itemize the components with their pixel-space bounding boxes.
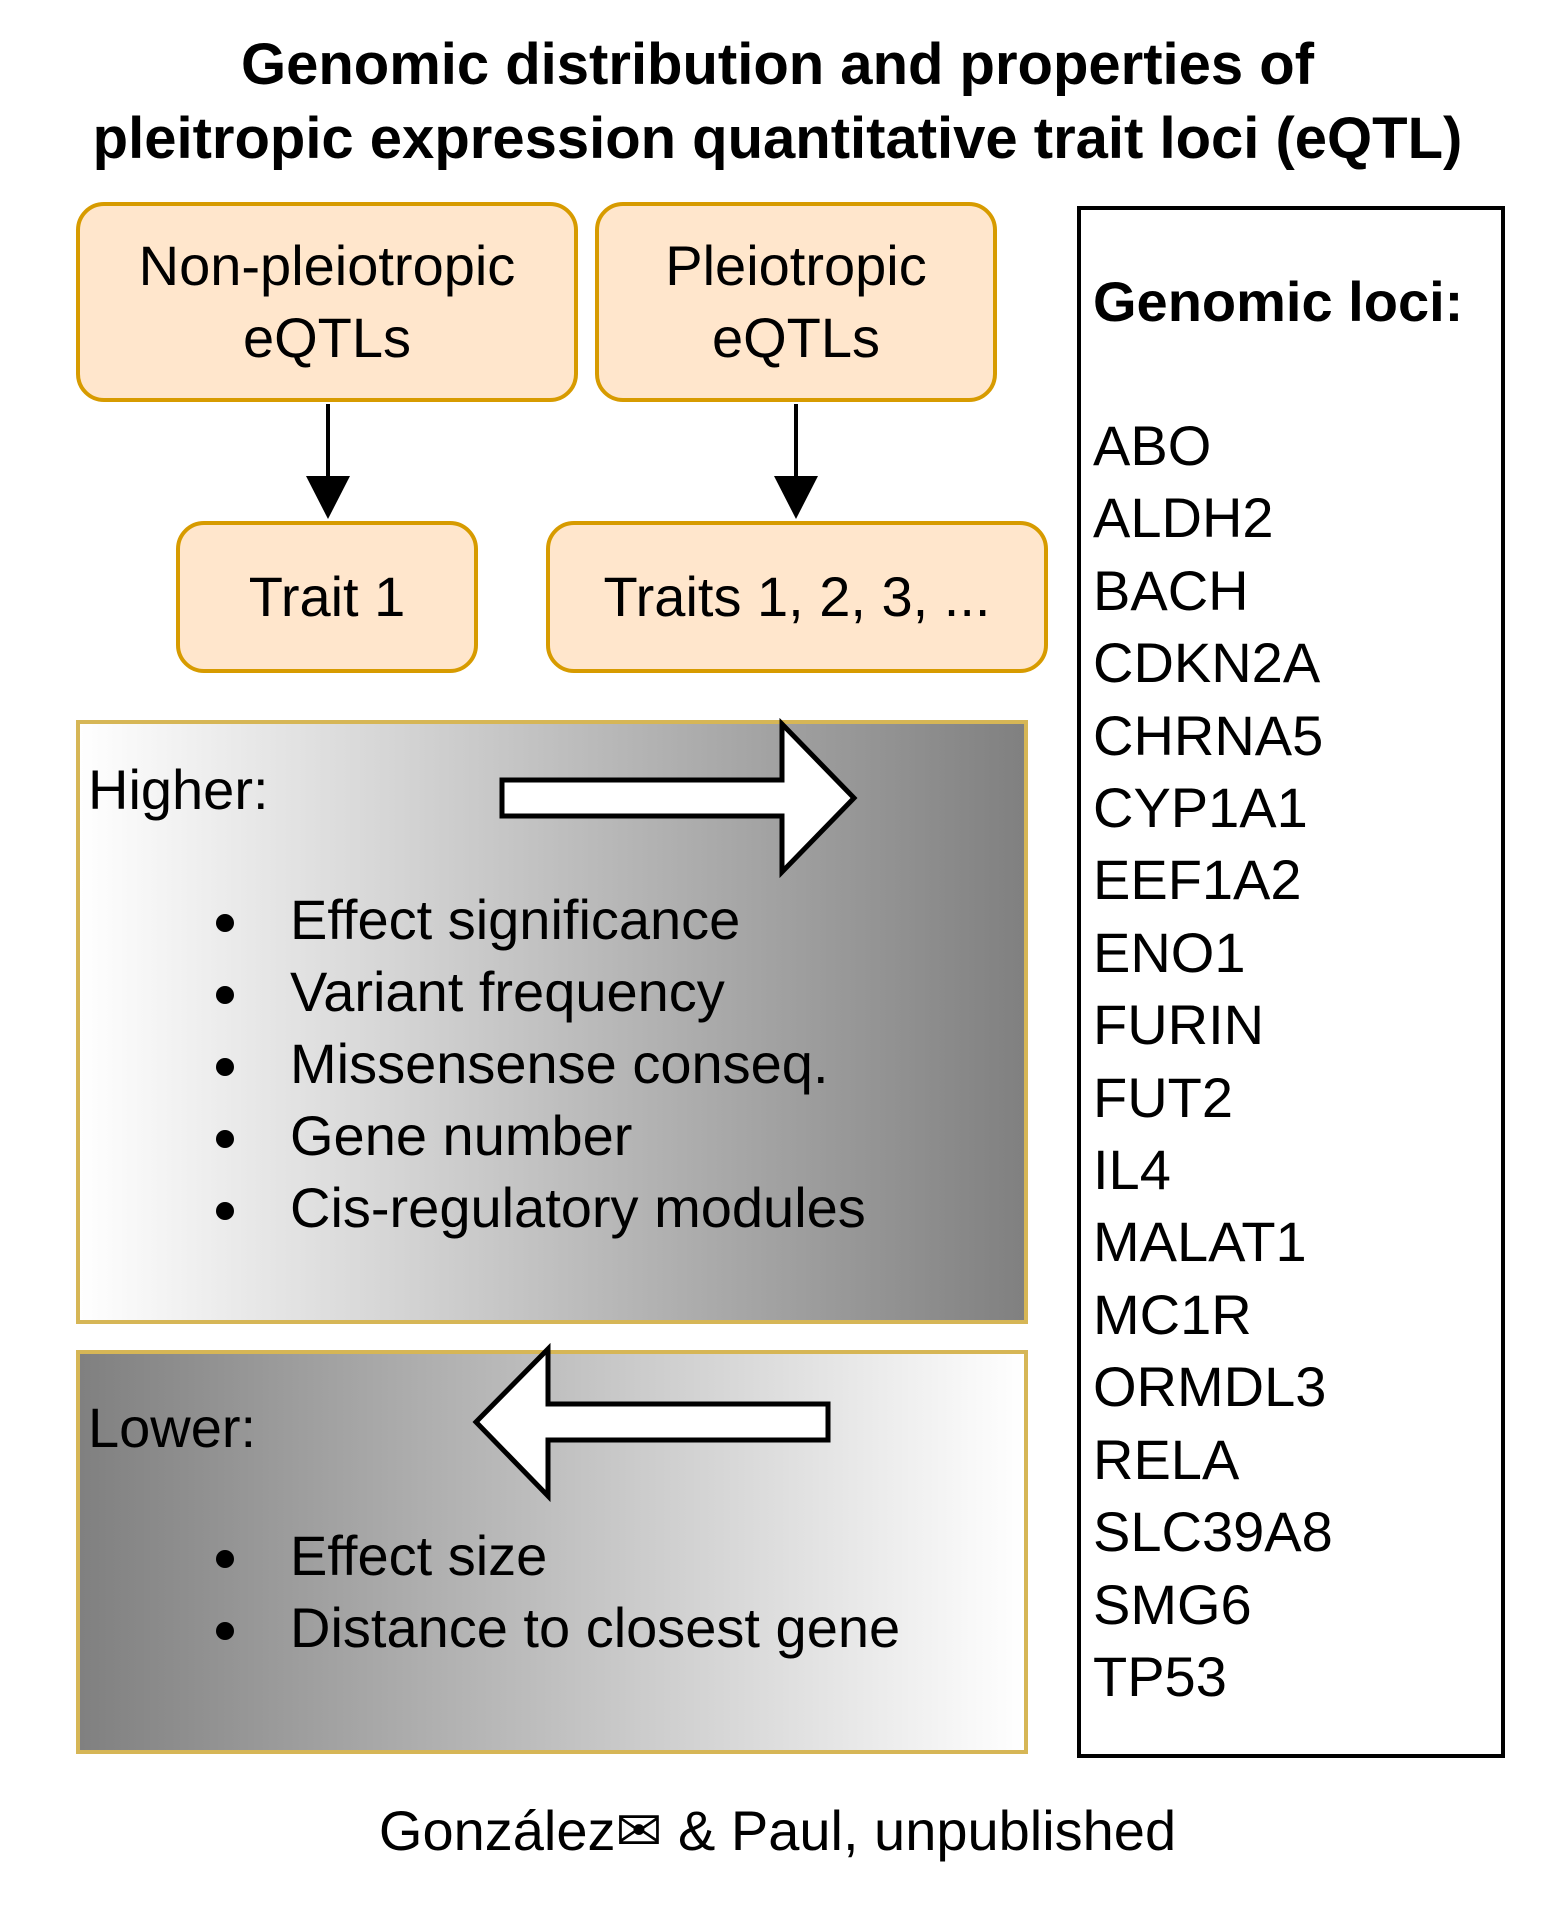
connector-arrow-pleiotropic-to-traits (774, 404, 818, 519)
genomic-loci-box: Genomic loci: ABO ALDH2 BACH CDKN2A CHRN… (1077, 206, 1505, 1758)
list-item: Effect significance (80, 884, 866, 956)
locus-item: SMG6 (1093, 1569, 1333, 1641)
locus-item: BACH (1093, 555, 1333, 627)
locus-item: RELA (1093, 1424, 1333, 1496)
traits-many-label: Traits 1, 2, 3, ... (604, 561, 991, 633)
locus-item: CHRNA5 (1093, 700, 1333, 772)
list-item: Missensense conseq. (80, 1028, 866, 1100)
higher-properties-list: Effect significance Variant frequency Mi… (80, 884, 866, 1244)
trait-1-box: Trait 1 (176, 521, 478, 673)
locus-item: ENO1 (1093, 917, 1333, 989)
pleiotropic-label-line-1: Pleiotropic (665, 230, 926, 302)
pleiotropic-eqtls-box: Pleiotropic eQTLs (595, 202, 997, 402)
bullet-icon (216, 914, 234, 932)
list-item: Distance to closest gene (80, 1592, 900, 1664)
higher-heading: Higher: (88, 758, 269, 822)
connector-arrow-non-pleiotropic-to-trait-1 (306, 404, 350, 519)
genomic-loci-list: ABO ALDH2 BACH CDKN2A CHRNA5 CYP1A1 EEF1… (1093, 410, 1333, 1713)
locus-item: FURIN (1093, 989, 1333, 1061)
bullet-icon (216, 1550, 234, 1568)
pleiotropic-label-line-2: eQTLs (712, 302, 880, 374)
lower-properties-panel: Lower: Effect size Distance to closest g… (76, 1350, 1028, 1754)
locus-item: FUT2 (1093, 1062, 1333, 1134)
locus-item: TP53 (1093, 1641, 1333, 1713)
locus-item: SLC39A8 (1093, 1496, 1333, 1568)
higher-item-text: Gene number (290, 1104, 632, 1167)
bullet-icon (216, 986, 234, 1004)
locus-item: IL4 (1093, 1134, 1333, 1206)
bullet-icon (216, 1202, 234, 1220)
bullet-icon (216, 1058, 234, 1076)
higher-item-text: Missensense conseq. (290, 1032, 829, 1095)
lower-item-text: Distance to closest gene (290, 1596, 900, 1659)
locus-item: CDKN2A (1093, 627, 1333, 699)
figure-title-line-1: Genomic distribution and properties of (0, 28, 1555, 102)
locus-item: ABO (1093, 410, 1333, 482)
list-item: Variant frequency (80, 956, 866, 1028)
figure-title-line-2: pleitropic expression quantitative trait… (0, 102, 1555, 176)
lower-item-text: Effect size (290, 1524, 547, 1587)
list-item: Effect size (80, 1520, 900, 1592)
higher-item-text: Cis-regulatory modules (290, 1176, 866, 1239)
locus-item: EEF1A2 (1093, 844, 1333, 916)
list-item: Cis-regulatory modules (80, 1172, 866, 1244)
non-pleiotropic-eqtls-box: Non-pleiotropic eQTLs (76, 202, 578, 402)
figure-title: Genomic distribution and properties of p… (0, 28, 1555, 176)
locus-item: ORMDL3 (1093, 1351, 1333, 1423)
non-pleiotropic-label-line-2: eQTLs (243, 302, 411, 374)
list-item: Gene number (80, 1100, 866, 1172)
trait-1-label: Trait 1 (249, 561, 406, 633)
locus-item: ALDH2 (1093, 482, 1333, 554)
locus-item: MC1R (1093, 1279, 1333, 1351)
locus-item: MALAT1 (1093, 1206, 1333, 1278)
bullet-icon (216, 1622, 234, 1640)
non-pleiotropic-label-line-1: Non-pleiotropic (139, 230, 516, 302)
higher-item-text: Effect significance (290, 888, 740, 951)
lower-heading: Lower: (88, 1396, 256, 1460)
higher-item-text: Variant frequency (290, 960, 725, 1023)
traits-many-box: Traits 1, 2, 3, ... (546, 521, 1048, 673)
figure-credit: González✉ & Paul, unpublished (0, 1795, 1555, 1867)
bullet-icon (216, 1130, 234, 1148)
lower-properties-list: Effect size Distance to closest gene (80, 1520, 900, 1664)
locus-item: CYP1A1 (1093, 772, 1333, 844)
genomic-loci-title: Genomic loci: (1093, 270, 1463, 334)
higher-properties-panel: Higher: Effect significance Variant freq… (76, 720, 1028, 1324)
